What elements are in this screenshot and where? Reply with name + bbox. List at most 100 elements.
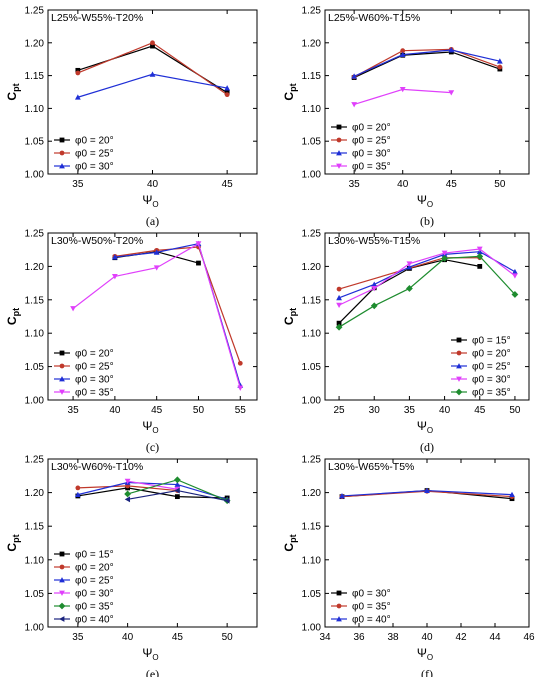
y-tick-label: 1.20 bbox=[25, 262, 45, 273]
series-line bbox=[353, 49, 500, 77]
chart-panel-6: 1.00 1.05 1.10 1.15 1.20 1.25 34 36 38 40 42 44 46 L3… bbox=[282, 455, 535, 682]
y-axis-label-sub: pt bbox=[11, 83, 21, 92]
panel-title: L30%-W65%-T5% bbox=[328, 461, 414, 473]
legend-marker bbox=[456, 337, 462, 343]
data-point bbox=[74, 94, 81, 100]
y-tick-label: 1.20 bbox=[302, 262, 322, 273]
legend-marker bbox=[59, 137, 65, 143]
data-point bbox=[336, 294, 342, 301]
y-tick-label: 1.15 bbox=[25, 295, 45, 306]
data-point bbox=[339, 493, 345, 499]
data-point bbox=[124, 490, 132, 498]
series-4 bbox=[336, 246, 518, 309]
legend-label: φ0 = 20° bbox=[75, 136, 114, 147]
legend-marker bbox=[59, 616, 65, 622]
series-line bbox=[338, 251, 516, 299]
chart-panel-3: 1.00 1.05 1.10 1.15 1.20 1.25 35 40 45 50 55 L30%-W… bbox=[5, 229, 258, 454]
plot-frame bbox=[47, 232, 258, 401]
series-4 bbox=[351, 86, 455, 108]
y-tick-label: 1.05 bbox=[302, 137, 322, 148]
x-tick-label: 25 bbox=[334, 405, 346, 416]
legend-label: φ0 = 15° bbox=[75, 550, 114, 561]
x-tick-label: 40 bbox=[147, 179, 159, 190]
data-point bbox=[111, 274, 118, 280]
data-point bbox=[399, 51, 406, 58]
panel-label: (e) bbox=[146, 667, 159, 677]
y-tick-label: 1.05 bbox=[302, 362, 322, 373]
data-point bbox=[124, 496, 131, 503]
x-tick-label: 50 bbox=[193, 405, 205, 416]
legend-label: φ0 = 20° bbox=[472, 349, 511, 360]
panel-label: (b) bbox=[420, 214, 434, 228]
legend-marker bbox=[58, 602, 66, 610]
data-point bbox=[70, 306, 76, 312]
series-4 bbox=[70, 241, 244, 391]
y-tick-label: 1.20 bbox=[25, 488, 45, 499]
panel-label: (a) bbox=[146, 214, 159, 228]
x-tick-label: 40 bbox=[421, 632, 433, 643]
y-tick-label: 1.25 bbox=[25, 455, 45, 466]
data-point bbox=[153, 249, 160, 255]
data-point bbox=[224, 92, 230, 98]
y-tick-label: 1.10 bbox=[302, 104, 322, 115]
data-point bbox=[149, 71, 156, 77]
data-point bbox=[424, 487, 430, 493]
data-point bbox=[196, 260, 201, 266]
series-line bbox=[114, 246, 241, 364]
x-axis-label-sub: O bbox=[427, 653, 433, 662]
legend-label: φ0 = 20° bbox=[75, 563, 114, 574]
data-point bbox=[511, 291, 519, 298]
plot-frame bbox=[47, 458, 258, 628]
chart-panel-4: 1.00 1.05 1.10 1.15 1.20 1.25 25 30 35 40 45 50 L30%… bbox=[282, 229, 530, 454]
y-tick-label: 1.20 bbox=[302, 38, 322, 49]
y-tick-label: 1.00 bbox=[25, 396, 45, 407]
legend-marker bbox=[336, 124, 342, 130]
data-point bbox=[150, 43, 155, 49]
legend-marker bbox=[456, 363, 462, 369]
panel-label: (f) bbox=[421, 667, 433, 677]
y-axis-label-base: C bbox=[5, 543, 19, 552]
data-point bbox=[448, 90, 455, 96]
y-tick-label: 1.05 bbox=[25, 589, 45, 600]
legend-label: φ0 = 35° bbox=[472, 388, 511, 399]
y-axis-label: Cpt bbox=[5, 308, 21, 325]
series-line bbox=[77, 73, 228, 98]
legend-marker bbox=[59, 590, 65, 596]
legend-label: φ0 = 35° bbox=[352, 602, 391, 613]
legend: φ0 = 15° φ0 = 20° φ0 = 25° φ0 = 30° φ0 = 35° bbox=[451, 336, 511, 399]
y-tick-label: 1.00 bbox=[302, 396, 322, 407]
data-point bbox=[406, 285, 413, 292]
y-tick-label: 1.25 bbox=[302, 229, 322, 240]
x-tick-label: 50 bbox=[494, 179, 506, 190]
x-tick-label: 45 bbox=[172, 632, 184, 643]
legend-label: φ0 = 25° bbox=[75, 362, 114, 373]
data-point bbox=[174, 481, 181, 487]
y-tick-label: 1.25 bbox=[302, 6, 322, 17]
series-line bbox=[77, 42, 228, 96]
data-point bbox=[399, 86, 406, 93]
series-3 bbox=[74, 71, 231, 100]
x-axis-label-base: Ψ bbox=[142, 193, 152, 207]
y-tick-label: 1.10 bbox=[25, 104, 45, 115]
legend-label: φ0 = 25° bbox=[352, 136, 391, 147]
y-tick-label: 1.15 bbox=[25, 71, 45, 82]
y-axis-label-base: C bbox=[5, 316, 19, 325]
x-tick-label: 40 bbox=[122, 632, 134, 643]
x-tick-label: 46 bbox=[523, 632, 535, 643]
y-axis-label-sub: pt bbox=[288, 83, 298, 92]
series-line bbox=[338, 248, 516, 306]
legend-marker bbox=[456, 350, 462, 356]
y-axis-label-base: C bbox=[282, 543, 296, 552]
x-axis-label-sub: O bbox=[152, 426, 158, 435]
x-axis-label: ΨO bbox=[142, 419, 158, 435]
x-axis-label: ΨO bbox=[417, 193, 433, 209]
series-line bbox=[353, 51, 501, 79]
x-axis-label: ΨO bbox=[142, 193, 158, 209]
data-point bbox=[477, 264, 483, 269]
data-point bbox=[224, 85, 231, 91]
data-point bbox=[173, 476, 181, 484]
y-axis-label: Cpt bbox=[282, 83, 298, 100]
data-point bbox=[476, 252, 484, 260]
x-axis-label-base: Ψ bbox=[142, 646, 152, 660]
y-tick-label: 1.10 bbox=[25, 555, 45, 566]
